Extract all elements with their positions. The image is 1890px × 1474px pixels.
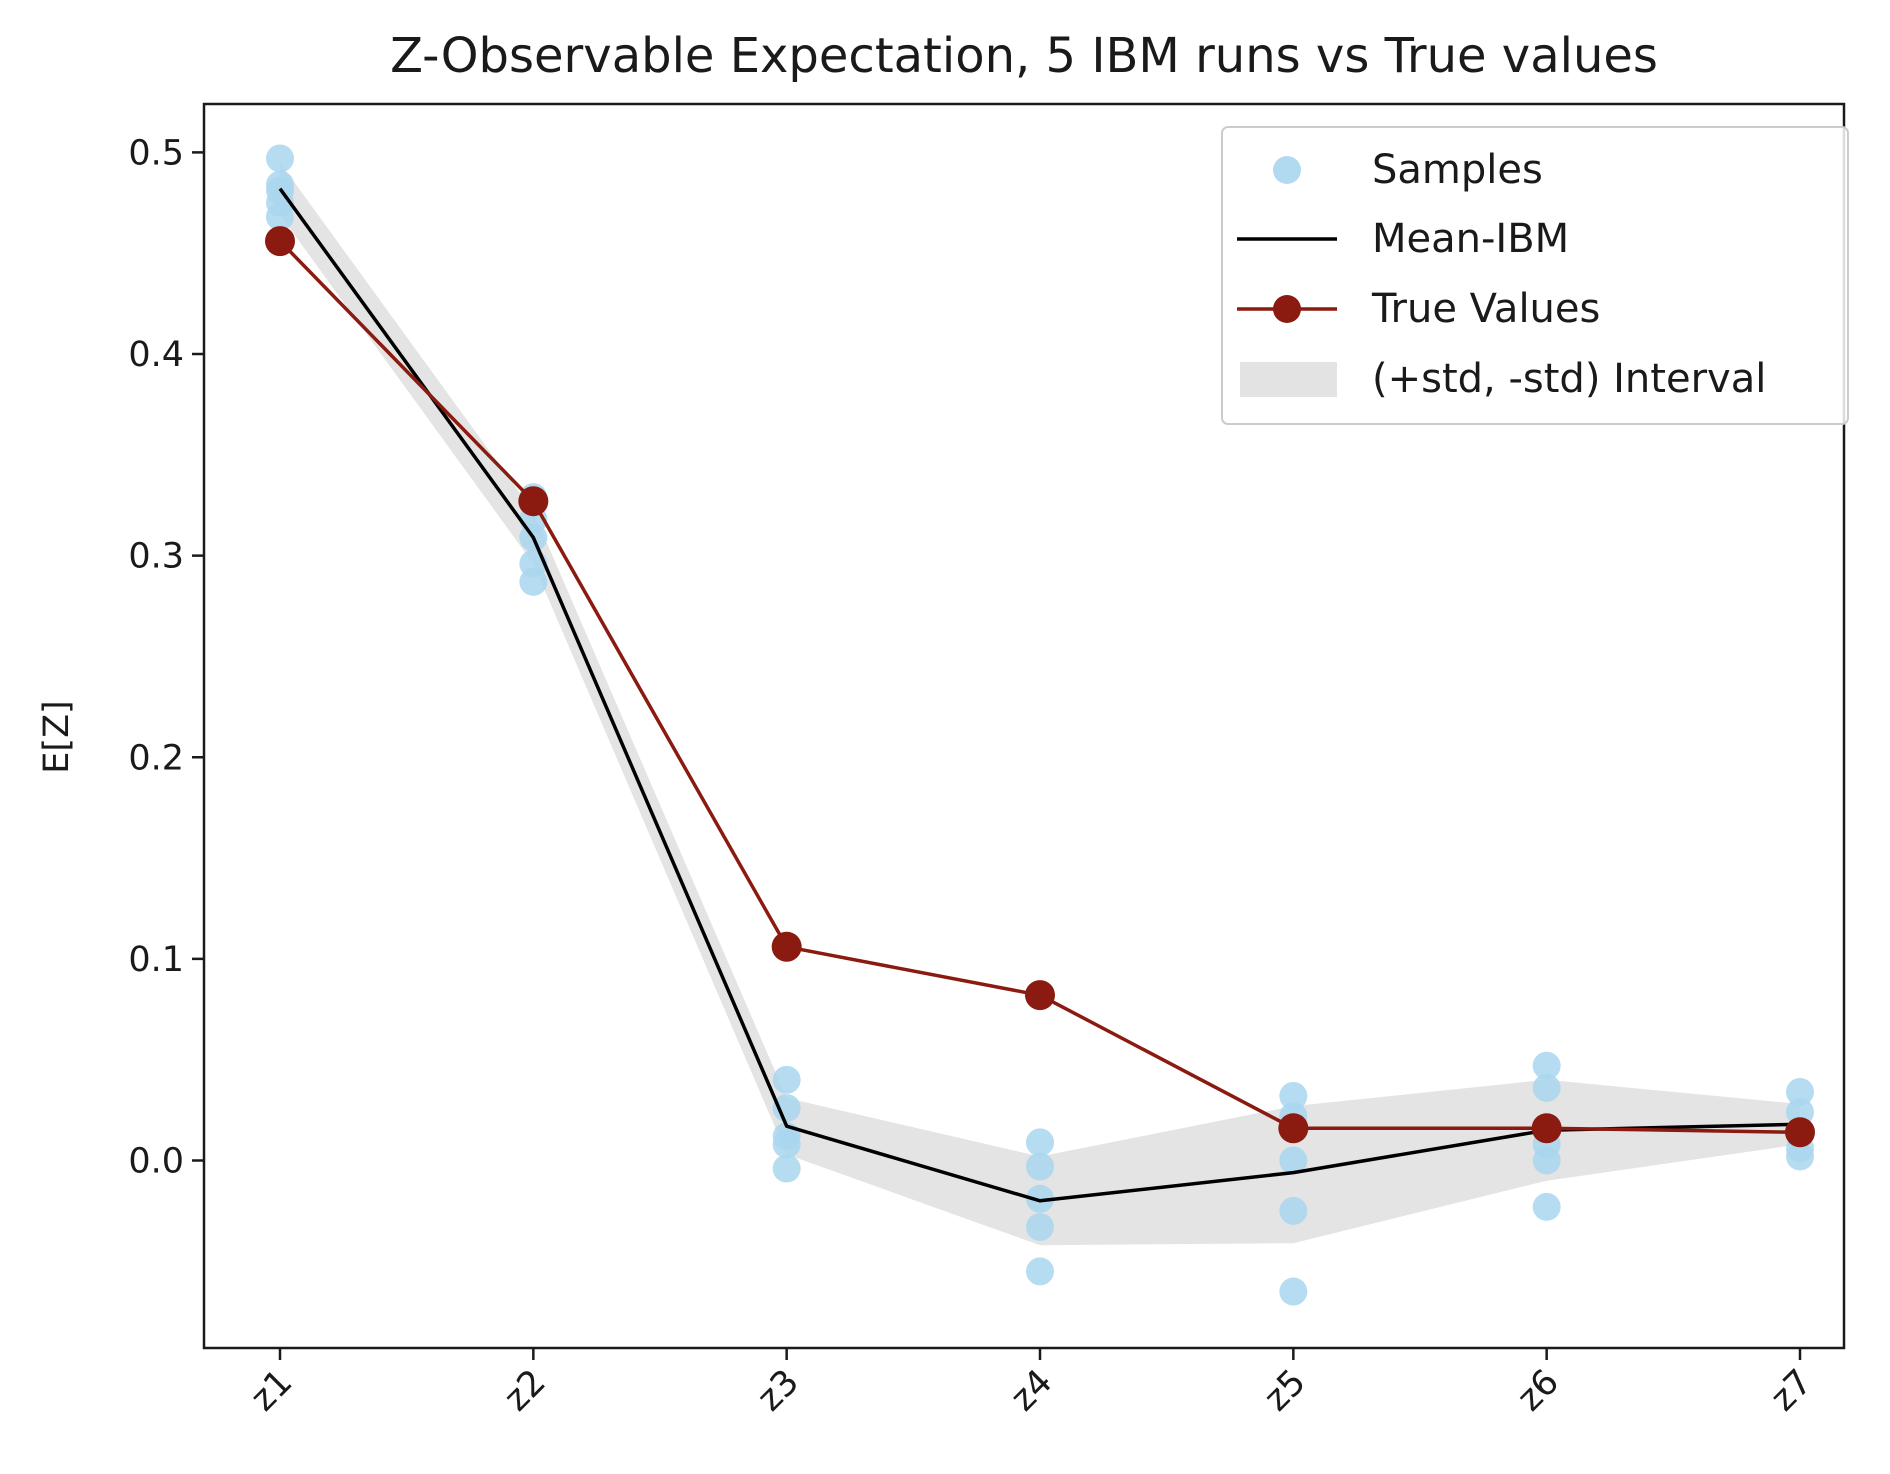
sample-point-z4-4: [1026, 1213, 1054, 1242]
y-tick-label-5: 0.5: [128, 133, 184, 173]
std-band-layer: [280, 162, 1800, 1246]
legend-band-label: (+std, -std) Interval: [1372, 356, 1766, 402]
sample-point-z1-5: [266, 202, 294, 231]
std-band: [280, 162, 1800, 1246]
sample-point-z6-1: [1532, 1051, 1561, 1080]
legend-mean-label: Mean-IBM: [1372, 216, 1569, 262]
y-tick-label-2: 0.2: [128, 738, 184, 778]
true-value-point-z7: [1785, 1117, 1815, 1148]
sample-point-z3-1: [772, 1065, 801, 1094]
x-axis-ticks: z1 z2 z3 z4 z5 z6 z7: [243, 1348, 1820, 1419]
sample-point-z6-5: [1532, 1192, 1561, 1221]
legend-samples-label: Samples: [1372, 147, 1543, 193]
legend-box: [1221, 126, 1849, 425]
plot-frame: [202, 102, 1846, 1350]
true-values-layer: [265, 226, 1815, 1148]
sample-point-z2-5: [519, 567, 548, 596]
x-tick-label-z4: z4: [1003, 1362, 1060, 1419]
sample-point-z7-5: [1786, 1142, 1814, 1171]
chart-title: Z-Observable Expectation, 5 IBM runs vs …: [390, 28, 1658, 84]
y-tick-label-1: 0.1: [128, 940, 184, 980]
legend-band-swatch: [1240, 362, 1337, 397]
true-value-point-z1: [265, 226, 295, 257]
y-tick-label-3: 0.3: [128, 537, 184, 577]
sample-point-z4-1: [1026, 1128, 1054, 1157]
sample-point-z3-5: [772, 1154, 801, 1183]
y-tick-label-0: 0.0: [128, 1141, 184, 1181]
true-value-point-z4: [1025, 980, 1055, 1011]
y-axis-label: E[Z]: [37, 700, 77, 773]
sample-point-z6-4: [1532, 1146, 1561, 1175]
sample-point-z5-1: [1279, 1081, 1308, 1110]
sample-point-z5-5: [1279, 1277, 1308, 1306]
sample-point-z6-2: [1532, 1073, 1561, 1102]
true-value-point-z3: [771, 931, 802, 962]
sample-point-z4-5: [1026, 1257, 1054, 1286]
legend: Samples Mean-IBM True Values (+std, -std…: [1221, 126, 1849, 425]
x-tick-label-z5: z5: [1257, 1362, 1314, 1419]
sample-point-z7-1: [1786, 1077, 1814, 1106]
true-value-point-z2: [518, 486, 549, 517]
legend-true-swatch-marker: [1273, 295, 1301, 323]
legend-samples-swatch: [1273, 156, 1301, 184]
sample-point-z5-4: [1279, 1196, 1308, 1225]
true-value-point-z5: [1278, 1113, 1309, 1144]
sample-point-z4-3: [1026, 1184, 1054, 1213]
x-tick-label-z1: z1: [243, 1362, 300, 1419]
x-tick-label-z3: z3: [750, 1362, 807, 1419]
x-tick-label-z6: z6: [1510, 1362, 1567, 1419]
sample-point-z5-3: [1279, 1146, 1308, 1175]
y-axis-ticks: 0.0 0.1 0.2 0.3 0.4 0.5: [128, 133, 204, 1181]
x-tick-label-z7: z7: [1763, 1362, 1820, 1419]
true-value-point-z6: [1531, 1113, 1562, 1144]
sample-point-z4-2: [1026, 1152, 1054, 1181]
sample-point-z3-4: [772, 1130, 801, 1159]
x-tick-label-z2: z2: [497, 1362, 554, 1419]
y-tick-label-4: 0.4: [128, 335, 184, 375]
sample-point-z1-1: [266, 144, 294, 173]
legend-true-label: True Values: [1371, 286, 1600, 332]
sample-point-z3-2: [772, 1094, 801, 1123]
